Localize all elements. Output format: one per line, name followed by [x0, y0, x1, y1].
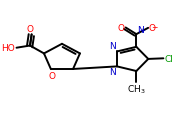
Text: Cl: Cl	[164, 54, 173, 63]
Text: O: O	[48, 71, 55, 80]
Text: −: −	[151, 23, 158, 32]
Text: O: O	[149, 24, 156, 33]
Text: O: O	[27, 25, 34, 34]
Text: N: N	[109, 68, 116, 77]
Text: CH$_3$: CH$_3$	[127, 83, 146, 96]
Text: O: O	[118, 23, 125, 32]
Text: N: N	[109, 42, 116, 51]
Text: N: N	[137, 26, 144, 35]
Text: HO: HO	[1, 44, 15, 53]
Text: +: +	[139, 28, 145, 34]
